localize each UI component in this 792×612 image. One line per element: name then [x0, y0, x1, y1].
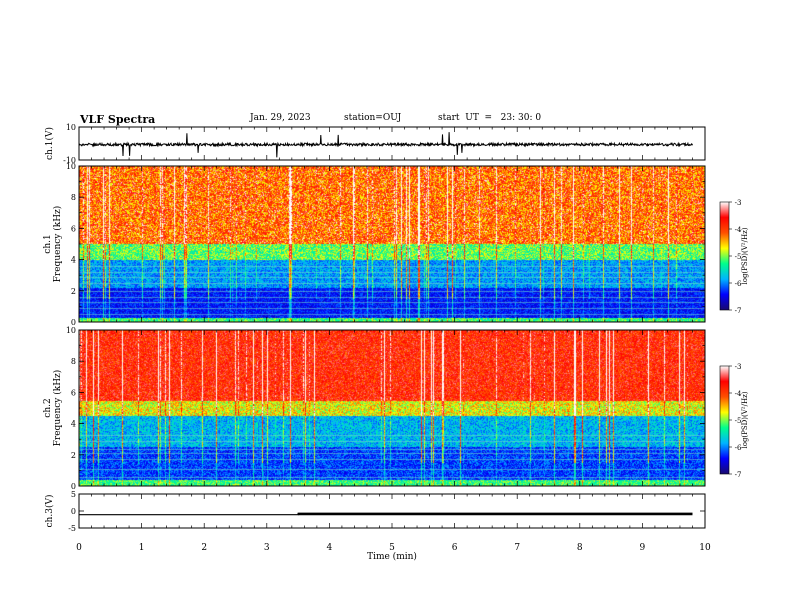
colorbar-tick-label: -4 — [735, 390, 742, 398]
colorbar-tick-label: -6 — [735, 444, 742, 452]
colorbar — [719, 201, 730, 311]
x-tick-label: 4 — [327, 543, 333, 553]
y-tick-label: 10 — [66, 123, 76, 132]
ch2-spectrogram-image — [79, 330, 705, 486]
colorbar-tick-label: -6 — [735, 280, 742, 288]
y-tick-label: 2 — [71, 287, 76, 296]
x-tick-label: 6 — [452, 543, 458, 553]
y-tick-label: -5 — [68, 524, 76, 533]
figure-station: station=OUJ — [344, 113, 402, 123]
y-axis-label-frequency: Frequency (kHz) — [52, 206, 63, 283]
y-axis-label-frequency: Frequency (kHz) — [52, 370, 63, 447]
colorbar — [719, 365, 730, 475]
y-tick-label: 5 — [71, 490, 76, 499]
colorbar-tick-label: -7 — [735, 307, 742, 315]
x-tick-label: 0 — [76, 543, 82, 553]
figure-date: Jan. 29, 2023 — [250, 113, 311, 123]
y-axis-label: ch.1(V) — [44, 127, 55, 160]
x-tick-label: 5 — [389, 543, 395, 553]
panel-frame-3 — [78, 493, 706, 529]
ch1-waveform-line — [78, 132, 693, 158]
colorbar-tick-label: -4 — [735, 226, 742, 234]
y-tick-label: 0 — [71, 507, 76, 516]
colorbar-label: log(PSD)(V²/Hz) — [741, 391, 749, 448]
y-tick-label: -10 — [63, 156, 76, 165]
x-tick-label: 7 — [514, 543, 520, 553]
x-tick-label: 10 — [699, 543, 711, 553]
x-tick-label: 1 — [139, 543, 145, 553]
y-tick-label: 10 — [66, 162, 76, 171]
y-tick-label: 8 — [71, 357, 76, 366]
x-tick-label: 8 — [577, 543, 583, 553]
y-tick-label: 4 — [71, 420, 76, 429]
colorbar-tick-label: -5 — [735, 417, 742, 425]
colorbar-tick-label: -5 — [735, 253, 742, 261]
y-tick-label: 6 — [71, 388, 76, 397]
y-tick-label: 2 — [71, 451, 76, 460]
y-tick-label: 0 — [71, 318, 76, 327]
y-tick-label: 6 — [71, 224, 76, 233]
y-axis-label-channel: ch.1 — [43, 234, 53, 253]
y-tick-label: 0 — [71, 482, 76, 491]
figure-title: VLF Spectra — [80, 113, 156, 126]
y-tick-label: 4 — [71, 256, 76, 265]
figure-start-time: start UT = 23: 30: 0 — [438, 113, 542, 123]
colorbar-tick-label: -3 — [735, 199, 742, 207]
ch1-spectrogram-image — [79, 166, 705, 322]
y-tick-label: 8 — [71, 193, 76, 202]
x-tick-label: 2 — [201, 543, 207, 553]
x-tick-label: 9 — [640, 543, 646, 553]
y-tick-label: 10 — [66, 326, 76, 335]
colorbar-label: log(PSD)(V²/Hz) — [741, 227, 749, 284]
colorbar-tick-label: -7 — [735, 471, 742, 479]
y-axis-label: ch.3(V) — [44, 495, 55, 528]
y-axis-label-channel: ch.2 — [43, 398, 53, 417]
colorbar-tick-label: -3 — [735, 363, 742, 371]
x-axis-label: Time (min) — [367, 551, 417, 562]
x-tick-label: 3 — [264, 543, 270, 553]
